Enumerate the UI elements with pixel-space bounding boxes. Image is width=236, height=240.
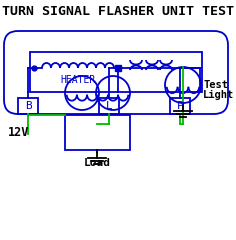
Bar: [65, 115, 130, 150]
Text: 12V: 12V: [8, 126, 29, 139]
Text: HEATER: HEATER: [60, 75, 96, 85]
Text: Test: Test: [203, 80, 228, 90]
Text: P: P: [177, 101, 183, 111]
Text: TURN SIGNAL FLASHER UNIT TEST: TURN SIGNAL FLASHER UNIT TEST: [2, 5, 234, 18]
Bar: [170, 98, 190, 114]
Text: B: B: [25, 101, 31, 111]
Bar: [99, 98, 119, 114]
Text: Load: Load: [84, 158, 110, 168]
Text: L: L: [106, 101, 112, 111]
Text: Light: Light: [203, 90, 234, 100]
Bar: [18, 98, 38, 114]
Bar: [30, 52, 202, 92]
